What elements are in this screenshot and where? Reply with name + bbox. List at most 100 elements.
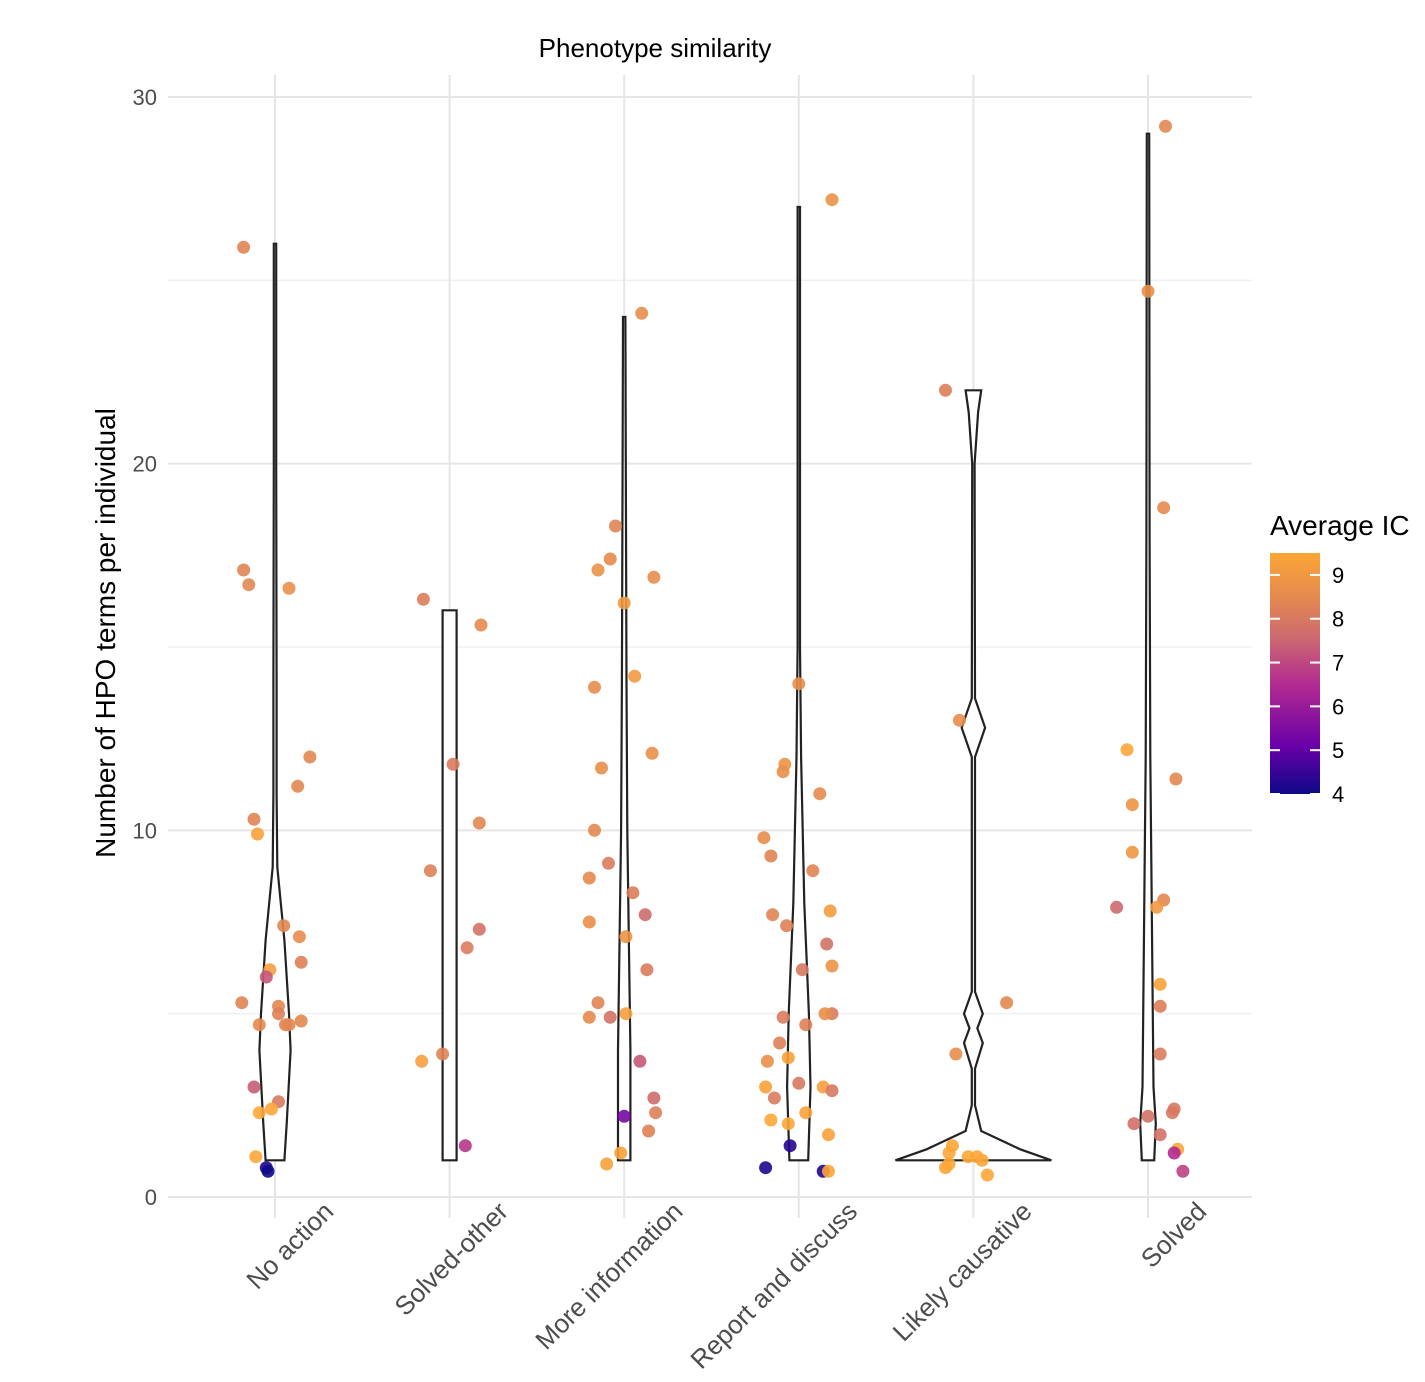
legend-tick-label-8: 8: [1332, 607, 1344, 632]
x-tick-label-solved-other: Solved-other: [388, 1196, 514, 1322]
data-point-report-and-discuss-83: [799, 1018, 813, 1032]
data-point-solved-117: [1125, 798, 1139, 812]
data-point-more-information-54: [640, 963, 654, 977]
data-point-solved-118: [1125, 845, 1139, 859]
data-point-no-action-4: [303, 750, 317, 764]
chart-title: Phenotype similarity: [539, 33, 772, 63]
data-point-no-action-19: [282, 1018, 296, 1032]
data-point-more-information-41: [647, 570, 661, 584]
data-point-solved-131: [1167, 1146, 1181, 1160]
data-point-solved-other-33: [460, 941, 474, 955]
data-point-solved-129: [1153, 1128, 1167, 1142]
data-point-no-action-24: [249, 1150, 263, 1164]
data-point-no-action-16: [294, 1014, 308, 1028]
data-point-report-and-discuss-95: [822, 1128, 835, 1142]
y-tick-label-30: 30: [133, 85, 157, 110]
data-point-report-and-discuss-89: [825, 1084, 839, 1098]
legend-colorbar: [1270, 553, 1320, 794]
data-point-more-information-58: [619, 1007, 633, 1021]
data-point-likely-causative-103: [949, 1047, 963, 1061]
data-point-solved-128: [1127, 1117, 1141, 1131]
data-point-likely-causative-105: [942, 1146, 956, 1160]
data-point-no-action-0: [237, 240, 251, 254]
data-point-likely-causative-102: [1000, 996, 1014, 1010]
data-point-solved-116: [1169, 772, 1183, 786]
violin-more-information: [616, 315, 632, 1162]
data-point-report-and-discuss-81: [818, 1007, 832, 1021]
data-point-report-and-discuss-96: [783, 1139, 797, 1153]
data-point-report-and-discuss-93: [764, 1113, 778, 1127]
color-legend: Average IC 4 5 6 7 8 9: [1270, 510, 1410, 807]
legend-tick-label-6: 6: [1332, 694, 1344, 719]
data-point-solved-121: [1110, 900, 1124, 914]
data-point-report-and-discuss-67: [792, 677, 806, 691]
data-point-report-and-discuss-76: [780, 919, 794, 933]
legend-tick-label-7: 7: [1332, 651, 1344, 676]
data-point-more-information-50: [626, 886, 640, 900]
data-point-report-and-discuss-90: [759, 1080, 773, 1094]
data-point-solved-112: [1159, 119, 1172, 133]
x-tick-label-more-information: More information: [529, 1196, 688, 1355]
data-point-more-information-52: [619, 930, 633, 944]
gridlines: [168, 75, 1252, 1218]
data-point-solved-132: [1176, 1164, 1190, 1178]
x-tick-label-likely-causative: Likely causative: [887, 1196, 1038, 1347]
data-point-solved-other-27: [416, 592, 430, 606]
data-point-report-and-discuss-74: [823, 904, 837, 918]
data-point-report-and-discuss-85: [760, 1054, 774, 1068]
data-point-likely-causative-110: [939, 1161, 952, 1175]
data-point-report-and-discuss-97: [759, 1161, 773, 1175]
data-point-no-action-20: [247, 1080, 261, 1094]
legend-ticks: 4 5 6 7 8 9: [1270, 563, 1344, 807]
legend-tick-label-9: 9: [1332, 563, 1344, 588]
data-point-likely-causative-108: [975, 1153, 989, 1167]
data-point-report-and-discuss-79: [795, 963, 809, 977]
data-point-report-and-discuss-87: [792, 1076, 806, 1090]
data-point-report-and-discuss-82: [776, 1010, 790, 1024]
data-point-more-information-62: [617, 1109, 631, 1123]
data-point-more-information-39: [603, 552, 617, 566]
data-point-solved-other-32: [472, 922, 486, 936]
data-point-more-information-47: [588, 823, 601, 837]
data-point-more-information-43: [628, 669, 642, 683]
data-point-report-and-discuss-77: [820, 937, 834, 951]
data-point-more-information-57: [603, 1010, 617, 1024]
data-point-more-information-37: [635, 306, 649, 320]
data-point-more-information-59: [633, 1054, 647, 1068]
data-point-solved-127: [1141, 1109, 1155, 1123]
data-point-no-action-2: [242, 578, 256, 592]
data-point-report-and-discuss-75: [766, 908, 780, 922]
data-point-more-information-51: [638, 908, 652, 922]
data-point-more-information-38: [609, 519, 622, 533]
data-point-solved-123: [1153, 999, 1167, 1013]
data-point-report-and-discuss-70: [813, 787, 827, 801]
data-point-report-and-discuss-99: [822, 1164, 835, 1178]
data-point-solved-other-35: [415, 1054, 429, 1068]
data-point-report-and-discuss-94: [781, 1117, 795, 1131]
data-point-report-and-discuss-73: [806, 864, 820, 878]
data-point-no-action-10: [294, 955, 308, 969]
data-point-no-action-17: [252, 1018, 266, 1032]
data-point-no-action-6: [247, 812, 261, 826]
data-point-no-action-15: [272, 1007, 285, 1021]
y-axis-ticks: 0 10 20 30: [133, 85, 157, 1210]
data-point-more-information-60: [647, 1091, 661, 1105]
data-point-no-action-13: [235, 996, 249, 1010]
violin-likely-causative: [895, 389, 1052, 1162]
y-tick-label-10: 10: [133, 818, 157, 843]
data-point-more-information-53: [582, 915, 596, 929]
data-point-no-action-22: [252, 1106, 266, 1120]
data-point-solved-122: [1153, 977, 1167, 991]
data-point-likely-causative-101: [952, 713, 966, 727]
data-point-no-action-7: [251, 827, 264, 841]
data-point-report-and-discuss-72: [764, 849, 778, 863]
data-point-more-information-48: [602, 856, 615, 870]
data-point-solved-other-28: [474, 618, 488, 632]
data-point-solved-115: [1120, 743, 1134, 757]
legend-tick-label-4: 4: [1332, 782, 1344, 807]
data-point-solved-other-29: [446, 757, 460, 771]
data-point-more-information-46: [595, 761, 608, 775]
data-point-solved-126: [1165, 1106, 1179, 1120]
data-point-report-and-discuss-69: [776, 765, 790, 779]
